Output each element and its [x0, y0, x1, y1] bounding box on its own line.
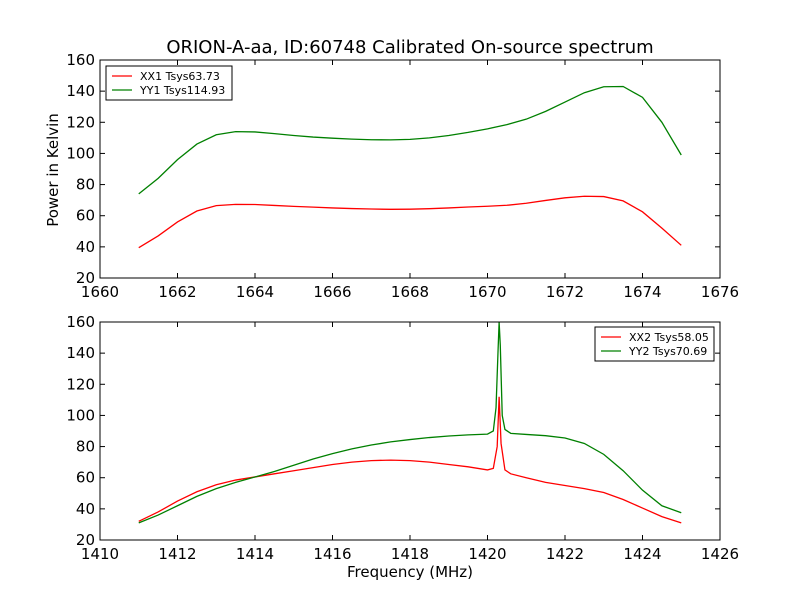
top-y-tick-label: 80	[76, 176, 95, 194]
bottom-series-line-2	[138, 321, 682, 524]
bottom-x-tick-label: 1422	[546, 545, 584, 563]
top-x-tick-label: 1672	[546, 283, 584, 301]
bottom-series-line-1	[138, 396, 682, 524]
bottom-x-tick-label: 1426	[701, 545, 739, 563]
bottom-legend-label-1: XX2 Tsys58.05	[629, 331, 709, 344]
bottom-legend-label-2: YY2 Tsys70.69	[628, 345, 707, 358]
top-series-line-1	[138, 195, 682, 249]
bottom-y-tick-label: 100	[66, 406, 95, 424]
x-axis-label: Frequency (MHz)	[347, 563, 473, 581]
bottom-x-tick-label: 1410	[81, 545, 119, 563]
top-y-tick-label: 100	[66, 144, 95, 162]
bottom-x-tick-label: 1424	[623, 545, 661, 563]
top-series-line-2	[138, 85, 682, 195]
bottom-legend-box	[594, 326, 715, 362]
top-x-tick-label: 1676	[701, 283, 739, 301]
bottom-x-tick-label: 1412	[158, 545, 196, 563]
bottom-y-tick-label: 40	[76, 500, 95, 518]
top-x-tick-label: 1660	[81, 283, 119, 301]
top-x-tick-label: 1666	[313, 283, 351, 301]
bottom-y-tick-label: 20	[76, 531, 95, 549]
chart-title: ORION-A-aa, ID:60748 Calibrated On-sourc…	[166, 37, 653, 58]
bottom-y-tick-label: 80	[76, 438, 95, 456]
top-x-tick-label: 1674	[623, 283, 661, 301]
bottom-x-tick-label: 1414	[236, 545, 274, 563]
top-y-tick-label: 120	[66, 113, 95, 131]
top-plot: 1660 1662 1664 1666 1668 1670 1672 1674 1676 20 40…	[66, 51, 739, 301]
bottom-x-tick-label: 1418	[391, 545, 429, 563]
top-legend-box	[105, 65, 233, 101]
bottom-plot: 1410 1412 1414 1416 1418 1420 1422 1424 1426 20 40…	[66, 313, 739, 563]
top-y-tick-label: 140	[66, 82, 95, 100]
bottom-y-tick-label: 160	[66, 313, 95, 331]
top-x-tick-label: 1668	[391, 283, 429, 301]
top-x-tick-label: 1662	[158, 283, 196, 301]
bottom-x-tick-label: 1420	[468, 545, 506, 563]
bottom-y-tick-label: 60	[76, 469, 95, 487]
bottom-y-tick-label: 140	[66, 344, 95, 362]
top-y-tick-label: 20	[76, 269, 95, 287]
top-x-tick-label: 1664	[236, 283, 274, 301]
top-legend-label-2: YY1 Tsys114.93	[139, 84, 225, 97]
bottom-y-tick-label: 120	[66, 375, 95, 393]
top-x-tick-label: 1670	[468, 283, 506, 301]
y-axis-label: Power in Kelvin	[44, 113, 62, 227]
top-y-tick-label: 40	[76, 238, 95, 256]
top-y-tick-label: 160	[66, 51, 95, 69]
top-legend-label-1: XX1 Tsys63.73	[140, 70, 220, 83]
top-y-tick-label: 60	[76, 207, 95, 225]
bottom-x-tick-label: 1416	[313, 545, 351, 563]
